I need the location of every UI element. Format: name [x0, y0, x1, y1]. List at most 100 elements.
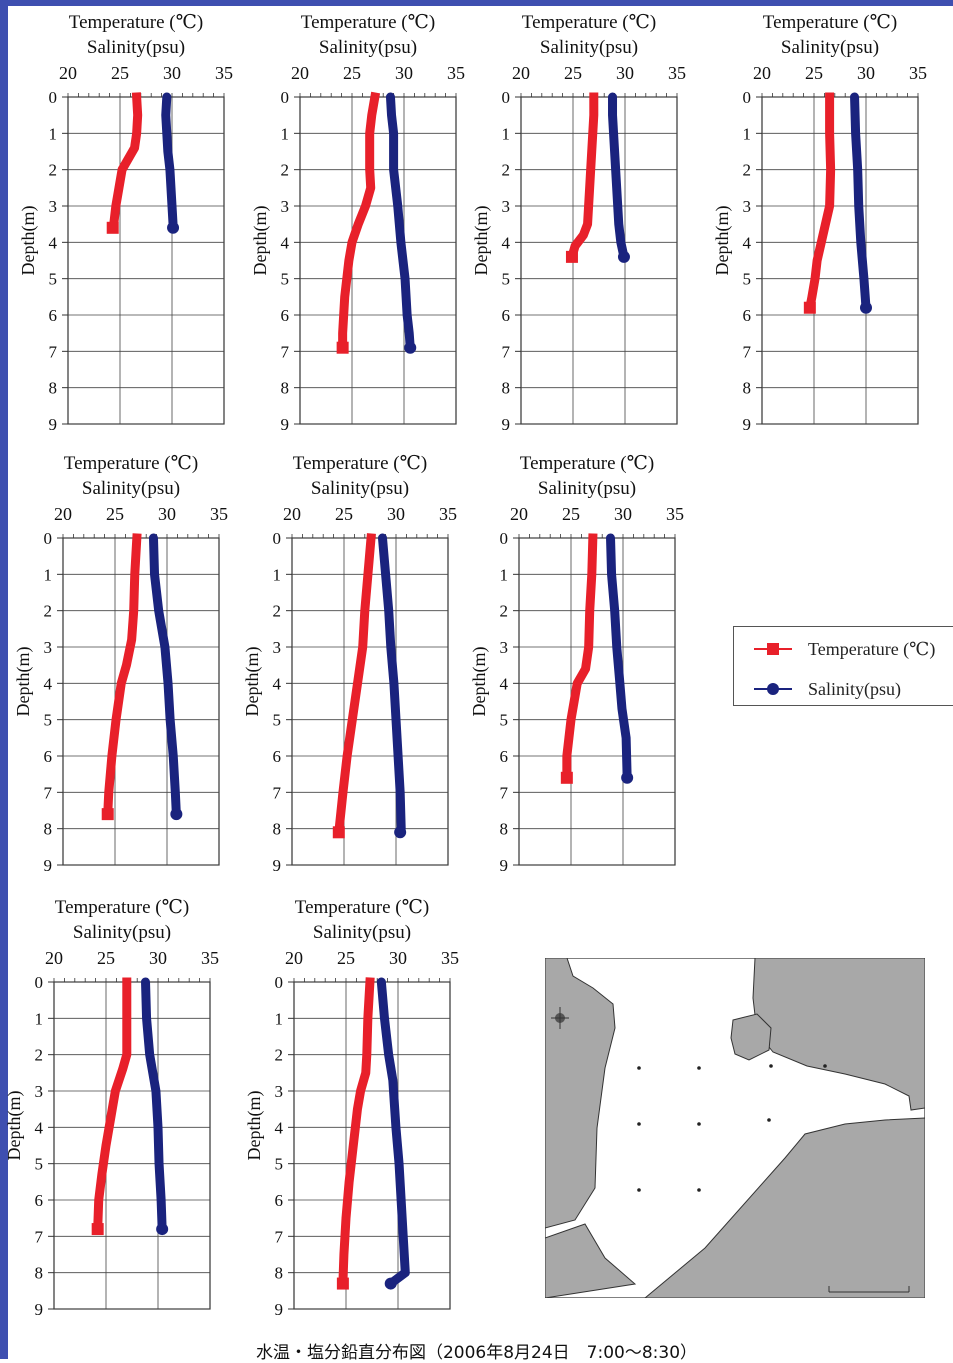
y-tick-label: 6 [502, 306, 511, 325]
chart-title-temperature: Temperature (℃) [522, 12, 656, 33]
x-tick-label: 25 [335, 504, 353, 524]
x-tick-label: 35 [210, 504, 228, 524]
x-tick-label: 35 [441, 948, 459, 968]
salinity-point [394, 826, 407, 839]
profile-chart-7: Temperature (℃) Salinity(psu) 0 1 2 3 4 5 6 7 8 9 20… [469, 453, 684, 875]
x-tick-label: 30 [857, 63, 875, 83]
y-axis-label: Depth(m) [18, 206, 39, 276]
x-tick-label: 30 [616, 63, 634, 83]
salinity-point [170, 808, 183, 821]
station-marker [637, 1122, 641, 1126]
x-tick-label: 20 [512, 63, 530, 83]
salinity-series-line [141, 977, 167, 1234]
y-tick-label: 9 [500, 856, 509, 875]
x-tick-label: 25 [106, 504, 124, 524]
x-tick-label: 30 [387, 504, 405, 524]
y-tick-label: 3 [275, 1082, 284, 1101]
y-tick-label: 3 [743, 197, 752, 216]
chart-title-temperature: Temperature (℃) [64, 453, 198, 474]
profile-chart-4: Temperature (℃) Salinity(psu) 0 1 2 3 4 5 6 7 8 9 20… [712, 12, 927, 434]
legend: Temperature (℃) Salinity(psu) [733, 626, 953, 706]
y-tick-label: 1 [281, 124, 290, 143]
chart-title-temperature: Temperature (℃) [69, 12, 203, 33]
y-tick-label: 1 [500, 565, 509, 584]
legend-label-temperature: Temperature (℃) [808, 638, 936, 659]
y-tick-label: 9 [275, 1300, 284, 1319]
profile-chart-8: Temperature (℃) Salinity(psu) 0 1 2 3 4 5 6 7 8 9 20… [4, 897, 219, 1319]
y-tick-label: 0 [502, 88, 511, 107]
x-tick-label: 30 [163, 63, 181, 83]
temperature-point [336, 341, 349, 354]
legend-label-salinity: Salinity(psu) [808, 678, 901, 699]
salinity-point [167, 221, 180, 234]
y-tick-label: 7 [500, 783, 509, 802]
x-tick-label: 25 [97, 948, 115, 968]
y-tick-label: 3 [273, 638, 282, 657]
y-tick-label: 0 [500, 529, 509, 548]
y-tick-label: 6 [49, 306, 58, 325]
temperature-series-line [333, 533, 376, 838]
y-tick-label: 4 [500, 674, 509, 693]
y-axis-label: Depth(m) [712, 206, 733, 276]
y-tick-label: 6 [273, 747, 282, 766]
y-tick-label: 6 [35, 1191, 44, 1210]
x-tick-label: 30 [395, 63, 413, 83]
x-tick-label: 25 [564, 63, 582, 83]
plot-frame [520, 96, 678, 425]
y-tick-label: 5 [35, 1155, 44, 1174]
y-tick-label: 9 [49, 415, 58, 434]
figure-caption: 水温・塩分鉛直分布図（2006年8月24日 7:00～8:30） [255, 1343, 698, 1363]
temperature-point [106, 221, 119, 234]
y-tick-label: 8 [500, 820, 509, 839]
chart-title-salinity: Salinity(psu) [313, 922, 411, 943]
temperature-point [560, 771, 573, 784]
plot-frame [761, 96, 919, 425]
temperature-point [565, 250, 578, 263]
salinity-marker-icon [754, 683, 792, 695]
temperature-series-line [562, 533, 598, 783]
chart-title-temperature: Temperature (℃) [763, 12, 897, 33]
salinity-series-line [385, 92, 415, 353]
chart-title-salinity: Salinity(psu) [538, 478, 636, 499]
y-tick-label: 2 [743, 161, 752, 180]
y-tick-label: 3 [500, 638, 509, 657]
x-tick-label: 30 [389, 948, 407, 968]
y-tick-label: 1 [44, 565, 53, 584]
chart-title-salinity: Salinity(psu) [781, 37, 879, 58]
chart-title-salinity: Salinity(psu) [319, 37, 417, 58]
x-tick-label: 25 [111, 63, 129, 83]
profile-chart-1: Temperature (℃) Salinity(psu) 0 1 2 3 4 5 6 7 8 9 20… [18, 12, 233, 434]
y-tick-label: 8 [49, 379, 58, 398]
y-tick-label: 7 [35, 1227, 44, 1246]
x-tick-label: 35 [668, 63, 686, 83]
station-marker [769, 1064, 773, 1068]
y-tick-label: 0 [743, 88, 752, 107]
x-tick-label: 35 [215, 63, 233, 83]
y-tick-label: 6 [500, 747, 509, 766]
x-tick-label: 20 [753, 63, 771, 83]
salinity-point [617, 250, 630, 263]
land-bottom-right [644, 1117, 925, 1298]
y-tick-label: 4 [502, 233, 511, 252]
y-tick-label: 5 [275, 1155, 284, 1174]
y-tick-label: 9 [35, 1300, 44, 1319]
scale-bar [828, 1286, 910, 1293]
y-tick-label: 0 [273, 529, 282, 548]
salinity-series-line [148, 533, 181, 819]
profile-chart-9: Temperature (℃) Salinity(psu) 0 1 2 3 4 5 6 7 8 9 20… [244, 897, 459, 1319]
chart-title-salinity: Salinity(psu) [82, 478, 180, 499]
compass-icon [551, 1007, 569, 1029]
y-tick-label: 0 [44, 529, 53, 548]
legend-item-temperature: Temperature (℃) [752, 637, 935, 661]
salinity-series-line [608, 92, 629, 262]
y-tick-label: 0 [281, 88, 290, 107]
y-tick-label: 9 [502, 415, 511, 434]
x-tick-label: 30 [158, 504, 176, 524]
temperature-series-line [107, 92, 143, 234]
y-tick-label: 7 [273, 783, 282, 802]
salinity-point [860, 301, 872, 314]
plot-frame [53, 981, 211, 1310]
chart-title-salinity: Salinity(psu) [540, 37, 638, 58]
x-tick-label: 20 [510, 504, 528, 524]
y-axis-label: Depth(m) [250, 206, 271, 276]
